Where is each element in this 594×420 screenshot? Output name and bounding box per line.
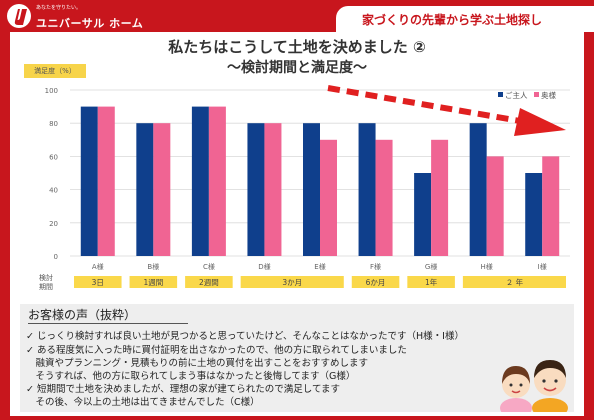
x-tick-label: B様 bbox=[147, 262, 159, 271]
bar-husband bbox=[303, 123, 320, 256]
x-tick-label: E様 bbox=[314, 262, 325, 271]
logo-tagline: あなたを守りたい。 bbox=[36, 5, 82, 11]
bar-wife bbox=[431, 139, 449, 256]
bar-wife bbox=[320, 139, 337, 256]
y-tick-label: 40 bbox=[49, 187, 58, 195]
voice-line: そうすれば、他の方に取られてしまう事はなかったと後悔してます（G様） bbox=[26, 371, 356, 382]
period-label: 3か月 bbox=[282, 278, 302, 287]
period-cell bbox=[351, 276, 400, 288]
y-tick-label: 80 bbox=[49, 120, 58, 128]
bar-husband bbox=[191, 106, 209, 256]
bar-wife bbox=[486, 156, 504, 256]
period-label: 6か月 bbox=[366, 278, 386, 287]
voice-line: ✓ 短期間で土地を決めましたが、理想の家が建てられたので満足してます bbox=[26, 384, 341, 395]
x-tick-label: G様 bbox=[425, 262, 437, 271]
period-cell bbox=[240, 276, 344, 288]
logo-icon bbox=[7, 4, 31, 28]
bar-husband bbox=[469, 123, 487, 256]
header-tab: 家づくりの先輩から学ぶ土地探し bbox=[336, 6, 594, 32]
bar-husband bbox=[358, 123, 376, 256]
period-cell bbox=[462, 276, 566, 288]
bar-wife bbox=[208, 106, 226, 256]
couple-illustration bbox=[500, 360, 568, 412]
period-cell bbox=[74, 276, 122, 288]
header-tab-title: 家づくりの先輩から学ぶ土地探し bbox=[362, 13, 543, 27]
header: あなたを守りたい。 ユニバーサル ホーム 家づくりの先輩から学ぶ土地探し bbox=[0, 0, 594, 32]
bar-wife bbox=[375, 139, 393, 256]
bar-husband bbox=[247, 123, 265, 256]
voice-line: ✓ じっくり検討すれば良い土地が見つかると思っていたけど、そんなことはなかったで… bbox=[26, 331, 464, 342]
period-label: 3日 bbox=[92, 278, 104, 287]
bar-husband bbox=[136, 123, 154, 256]
period-label: 1週間 bbox=[143, 278, 163, 287]
period-cell bbox=[185, 276, 233, 288]
period-label: ２ 年 bbox=[506, 277, 524, 287]
y-tick-label: 100 bbox=[45, 87, 58, 95]
period-cell bbox=[129, 276, 178, 288]
legend-swatch bbox=[534, 92, 539, 97]
logo-text: ユニバーサル ホーム bbox=[36, 17, 144, 30]
x-tick-label: D様 bbox=[258, 262, 270, 271]
chart-title: 私たちはこうして土地を決めました ② bbox=[168, 38, 426, 56]
main-panel: 私たちはこうして土地を決めました ② ～検討期間と満足度～ 満足度（%） 0 20… bbox=[10, 32, 584, 416]
bar-husband bbox=[525, 173, 543, 256]
voice-line: ✓ ある程度気に入った時に買付証明を出さなかったので、他の方に取られてしまいまし… bbox=[26, 345, 407, 356]
y-axis-label: 満足度（%） bbox=[24, 64, 86, 78]
y-tick-label: 20 bbox=[49, 220, 58, 228]
legend-swatch bbox=[498, 92, 503, 97]
bar-wife bbox=[97, 106, 115, 256]
trend-arrowhead bbox=[514, 108, 566, 136]
x-tick-label: A様 bbox=[92, 262, 104, 271]
trend-arrow bbox=[327, 85, 527, 125]
period-label: 2週間 bbox=[199, 278, 219, 287]
bar-husband bbox=[414, 173, 432, 256]
wife-icon bbox=[500, 366, 532, 412]
chart-subtitle: ～検討期間と満足度～ bbox=[227, 60, 367, 76]
bar-wife bbox=[542, 156, 560, 256]
y-tick-label: 60 bbox=[49, 153, 58, 161]
title-underline bbox=[28, 323, 188, 324]
x-tick-label: C様 bbox=[203, 262, 215, 271]
bar-husband bbox=[80, 106, 98, 256]
legend-label: 奥様 bbox=[541, 90, 556, 100]
legend-label: ご主人 bbox=[505, 90, 528, 100]
voice-line: 融資やプランニング・見積もりの前に土地の買付を出すことをおすすめします bbox=[26, 358, 369, 369]
y-tick-label: 0 bbox=[54, 253, 58, 261]
customer-voice-title: お客様の声（抜粋） bbox=[28, 308, 137, 322]
husband-icon bbox=[532, 360, 568, 412]
period-row-label: 検討期間 bbox=[39, 273, 53, 291]
period-label: 1年 bbox=[425, 277, 438, 287]
bar-wife bbox=[153, 123, 171, 256]
bar-wife bbox=[264, 123, 282, 256]
x-tick-label: I様 bbox=[538, 262, 547, 271]
x-tick-label: F様 bbox=[370, 262, 381, 271]
period-cell bbox=[407, 276, 455, 288]
customer-voice-box: お客様の声（抜粋） ✓ じっくり検討すれば良い土地が見つかると思っていたけど、そ… bbox=[20, 304, 574, 412]
x-tick-label: H様 bbox=[481, 262, 493, 271]
voice-line: その後、今以上の土地は出てきませんでした（C様） bbox=[26, 397, 260, 408]
